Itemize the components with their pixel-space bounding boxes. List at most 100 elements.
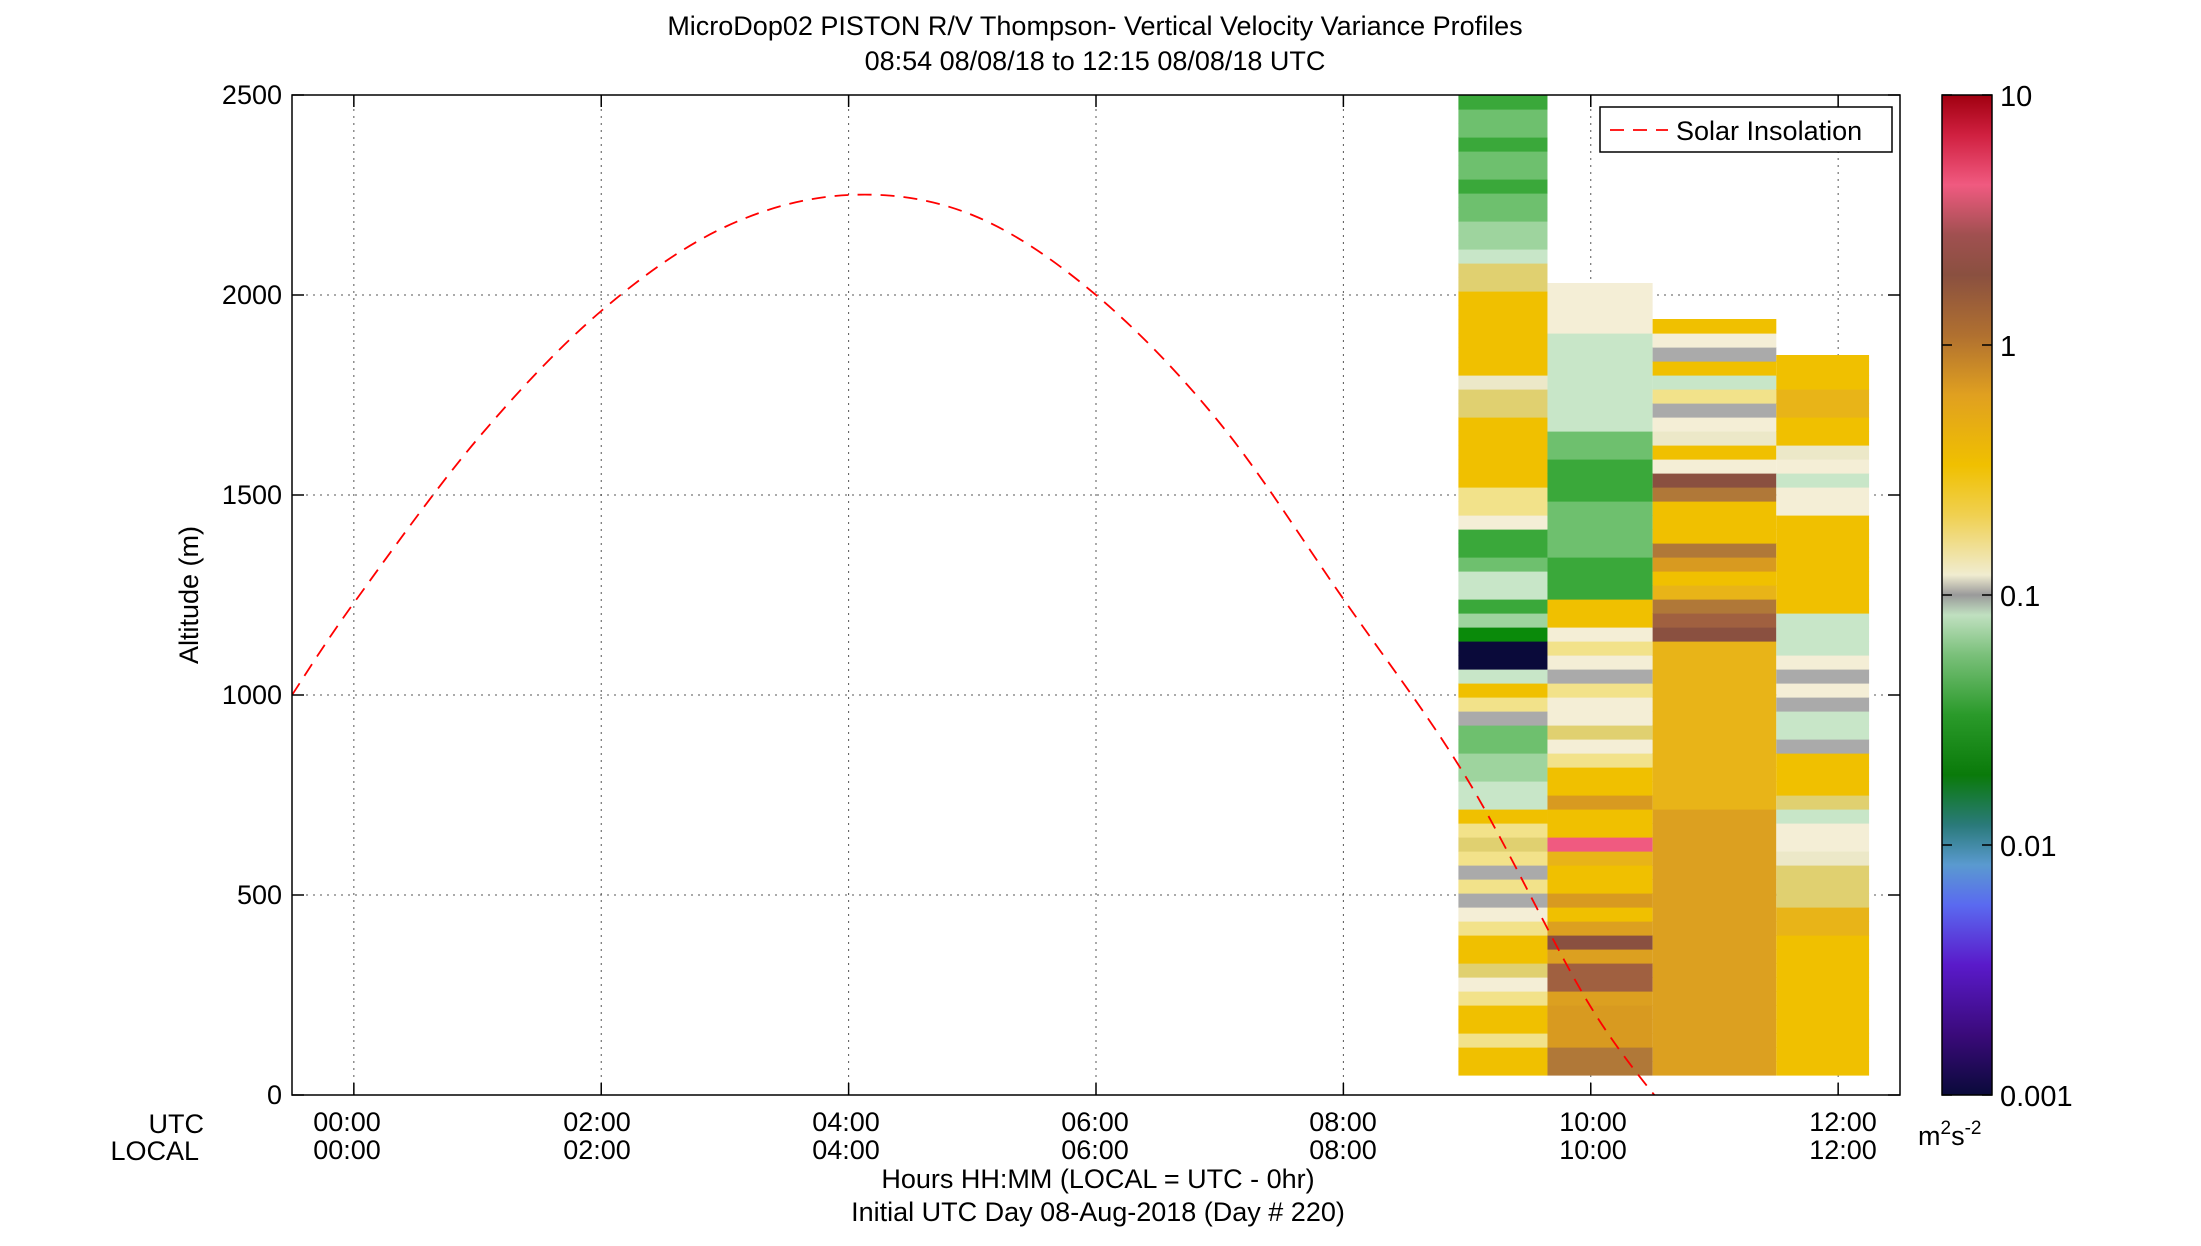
heatmap-cell [1776, 893, 1870, 908]
heatmap-cell [1776, 1005, 1870, 1020]
heatmap-cell [1458, 109, 1548, 124]
heatmap-cell [1547, 599, 1653, 614]
heatmap-cell [1458, 375, 1548, 390]
colorbar-tick-label: 0.1 [2000, 581, 2040, 613]
heatmap-cell [1458, 767, 1548, 782]
heatmap-cell [1458, 683, 1548, 698]
heatmap-cell [1547, 501, 1653, 516]
heatmap-cell [1547, 529, 1653, 544]
heatmap-cell [1652, 963, 1777, 978]
heatmap-cell [1458, 543, 1548, 558]
heatmap-cell [1547, 543, 1653, 558]
heatmap-cell [1547, 711, 1653, 726]
heatmap-cell [1652, 501, 1777, 516]
heatmap [1458, 95, 1870, 1076]
heatmap-cell [1458, 795, 1548, 810]
heatmap-cell [1776, 599, 1870, 614]
heatmap-cell [1652, 753, 1777, 768]
x-tick-label-local: 12:00 [1809, 1135, 1877, 1165]
heatmap-cell [1652, 809, 1777, 824]
heatmap-cell [1652, 1047, 1777, 1062]
heatmap-cell [1776, 641, 1870, 656]
heatmap-cell [1458, 95, 1548, 110]
heatmap-cell [1547, 627, 1653, 642]
heatmap-cell [1652, 515, 1777, 530]
heatmap-cell [1458, 473, 1548, 488]
heatmap-cell [1776, 585, 1870, 600]
heatmap-cell [1776, 823, 1870, 838]
heatmap-cell [1776, 683, 1870, 698]
heatmap-cell [1458, 487, 1548, 502]
heatmap-cell [1547, 683, 1653, 698]
heatmap-cell [1547, 473, 1653, 488]
heatmap-cell [1652, 431, 1777, 446]
heatmap-cell [1776, 543, 1870, 558]
heatmap-cell [1652, 459, 1777, 474]
heatmap-cell [1652, 921, 1777, 936]
heatmap-cell [1547, 949, 1653, 964]
heatmap-cell [1547, 851, 1653, 866]
heatmap-cell [1547, 375, 1653, 390]
colorbar-unit-sup2: -2 [1965, 1118, 1982, 1139]
chart-subtitle: 08:54 08/08/18 to 12:15 08/08/18 UTC [865, 46, 1326, 76]
heatmap-cell [1458, 935, 1548, 950]
x-tick-label-local: 04:00 [812, 1135, 880, 1165]
heatmap-cell [1547, 837, 1653, 852]
colorbar: 10 1 0.1 0.01 0.001 m2s-2 [1918, 81, 2073, 1151]
heatmap-cell [1776, 697, 1870, 712]
heatmap-cell [1458, 263, 1548, 278]
y-tick-label: 1000 [222, 680, 282, 710]
y-tick-label: 500 [237, 880, 282, 910]
heatmap-cell [1458, 193, 1548, 208]
heatmap-cell [1652, 417, 1777, 432]
heatmap-cell [1547, 781, 1653, 796]
colorbar-tick-label: 10 [2000, 81, 2032, 113]
heatmap-cell [1776, 375, 1870, 390]
heatmap-cell [1547, 347, 1653, 362]
heatmap-cell [1652, 599, 1777, 614]
heatmap-cell [1652, 585, 1777, 600]
heatmap-cell [1458, 599, 1548, 614]
heatmap-cell [1458, 291, 1548, 306]
heatmap-cell [1458, 459, 1548, 474]
heatmap-cell [1776, 445, 1870, 460]
heatmap-cell [1776, 627, 1870, 642]
heatmap-cell [1547, 571, 1653, 586]
heatmap-cell [1458, 319, 1548, 334]
heatmap-cell [1547, 459, 1653, 474]
heatmap-cell [1458, 557, 1548, 572]
heatmap-cell [1652, 445, 1777, 460]
heatmap-cell [1547, 1005, 1653, 1020]
heatmap-cell [1652, 389, 1777, 404]
heatmap-cell [1776, 515, 1870, 530]
heatmap-cell [1776, 529, 1870, 544]
heatmap-cell [1776, 361, 1870, 376]
heatmap-cell [1458, 347, 1548, 362]
heatmap-cell [1547, 515, 1653, 530]
heatmap-cell [1776, 1033, 1870, 1048]
heatmap-cell [1458, 1033, 1548, 1048]
solar-insolation-line [292, 193, 1656, 1095]
heatmap-cell [1652, 403, 1777, 418]
heatmap-cell [1458, 207, 1548, 222]
heatmap-cell [1547, 921, 1653, 936]
heatmap-cell [1547, 655, 1653, 670]
heatmap-cell [1776, 991, 1870, 1006]
heatmap-cell [1547, 893, 1653, 908]
heatmap-cell [1458, 333, 1548, 348]
heatmap-cell [1458, 781, 1548, 796]
colorbar-ticks [1942, 94, 1992, 1096]
heatmap-cell [1458, 669, 1548, 684]
axis-ticks [292, 94, 1900, 1096]
heatmap-cell [1652, 655, 1777, 670]
heatmap-cell [1776, 809, 1870, 824]
heatmap-cell [1652, 473, 1777, 488]
heatmap-cell [1547, 403, 1653, 418]
heatmap-cell [1652, 935, 1777, 950]
x-tick-label-utc: 00:00 [313, 1107, 381, 1137]
heatmap-cell [1458, 655, 1548, 670]
heatmap-cell [1652, 683, 1777, 698]
heatmap-cell [1547, 767, 1653, 782]
heatmap-cell [1547, 935, 1653, 950]
